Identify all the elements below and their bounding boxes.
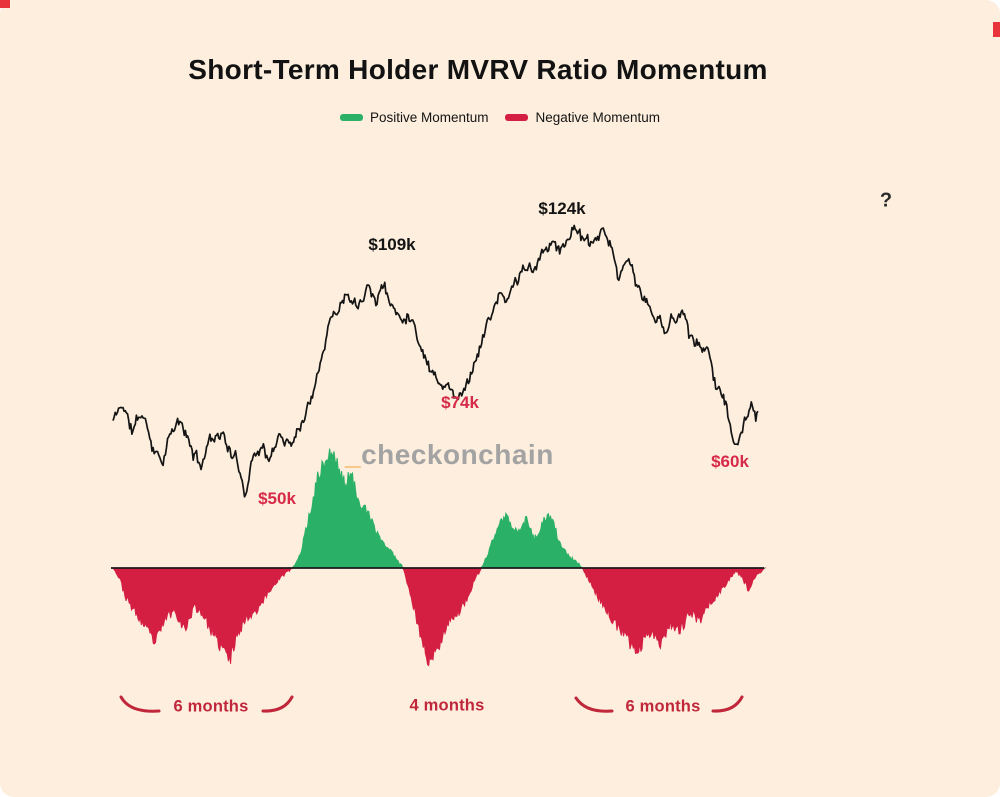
negative-momentum-swatch-icon xyxy=(505,114,529,121)
recording-artifact-top-left xyxy=(0,0,10,8)
price-annotation-124k: $124k xyxy=(538,199,586,218)
price-annotation-74k: $74k xyxy=(441,393,479,412)
legend-label-positive: Positive Momentum xyxy=(369,110,489,125)
checkonchain-watermark: _checkonchain xyxy=(345,439,554,471)
watermark-underscore: _ xyxy=(345,439,362,470)
duration-annotation-3: 6 months xyxy=(625,697,701,716)
duration-annotation-1: 6 months xyxy=(173,697,249,716)
watermark-text: checkonchain xyxy=(361,439,554,470)
chart-title: Short-Term Holder MVRV Ratio Momentum xyxy=(188,54,768,85)
legend: Positive Momentum Negative Momentum xyxy=(0,110,1000,125)
positive-momentum-swatch-icon xyxy=(339,114,363,121)
price-annotation-109k: $109k xyxy=(368,235,416,254)
help-icon[interactable]: ? xyxy=(879,189,893,212)
duration-annotation-2: 4 months xyxy=(409,696,485,715)
legend-label-negative: Negative Momentum xyxy=(535,110,661,125)
recording-artifact-right-edge xyxy=(993,22,1000,37)
price-annotation-60k: $60k xyxy=(711,452,749,471)
price-annotation-50k: $50k xyxy=(258,489,296,508)
